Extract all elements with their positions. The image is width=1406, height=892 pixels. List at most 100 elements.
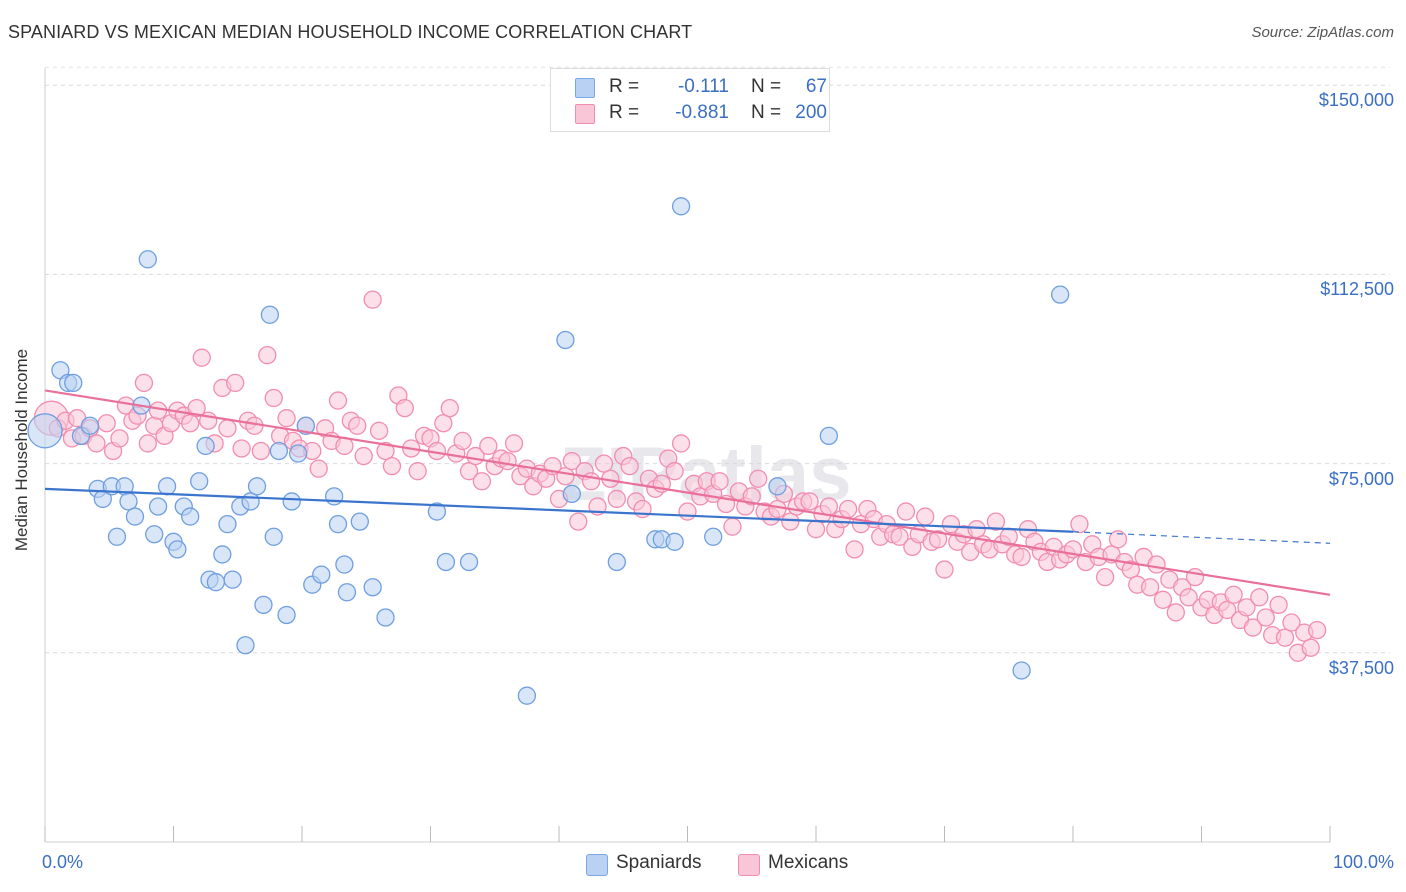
mexicans-point [1153,590,1173,609]
mexicans-point [1237,598,1256,617]
spaniards-point [80,416,100,435]
n-value: 200 [795,102,827,123]
spaniards-point [277,605,296,625]
mexicans-point [1269,595,1288,615]
mexicans-point [723,517,742,536]
mexicans-point [87,434,106,453]
mexicans-point [187,398,206,418]
spaniards-point [157,477,177,496]
spaniards-point [254,595,273,615]
mexicans-point [148,401,168,420]
mexicans-point [1275,628,1295,647]
mexicans-point [1256,608,1275,627]
mexicans-point [1140,578,1160,597]
mexicans-point [251,441,271,461]
mexicans-point [382,456,402,476]
mexicans-point [1108,530,1128,549]
spaniards-point [296,416,316,435]
mexicans-point [838,499,858,519]
mexicans-point [1095,567,1115,587]
mexicans-point [459,462,479,481]
mexicans-point [264,388,283,408]
mexicans-point [749,469,768,488]
spaniards-point [282,492,301,511]
spaniards-point [427,502,447,521]
mexicans-point [181,414,200,433]
spaniards-point [125,507,145,526]
axes [44,68,1331,843]
mexicans-point [472,472,492,491]
mexicans-point [671,434,691,453]
n-value: 67 [805,76,827,97]
spaniards-point [241,492,260,511]
mexicans-point [479,436,498,456]
spaniards-point [312,565,331,584]
spaniards-point [607,552,626,572]
mexicans-point [110,429,129,448]
mexicans-point [232,439,251,458]
mexicans-point [890,527,909,546]
spaniards-point [704,527,723,546]
mexicans-point [277,409,296,428]
mexicans-point [309,459,328,478]
mexicans-point [1147,555,1166,574]
spaniards-point [350,512,369,531]
spaniards-point [819,426,838,446]
spaniards-point [324,487,344,506]
r-label: R = [609,102,640,123]
spaniards-point [665,532,684,551]
spaniards-point [260,305,280,324]
spaniards-legend-label: Spaniards [616,852,702,873]
mexicans-point [376,441,395,461]
mexicans-point [226,373,245,393]
spaniards-point [1051,285,1070,304]
spaniards-point [1012,661,1031,680]
x-tick-label-start: 0.0% [42,852,84,872]
mexicans-point [434,414,453,433]
mexicans-point [781,512,800,531]
mexicans-point [935,560,954,579]
spaniards-point [168,540,187,559]
spaniards-point [269,441,289,461]
mexicans-point [986,512,1006,531]
mexicans-point [258,345,277,365]
mexicans-point [967,520,986,539]
mexicans-point [97,414,116,433]
r-value: -0.111 [677,76,729,97]
mexicans-point [896,502,916,521]
mexicans-point [819,497,838,516]
mexicans-point [678,502,697,521]
y-tick-label: $112,500 [1320,279,1394,300]
spaniards-point [436,552,456,572]
y-axis-label-wrap: Median Household Income [2,300,42,600]
mexicans-point [440,398,459,418]
spaniards-point [107,527,127,546]
spaniards-point [556,330,575,350]
mexicans-point [218,419,237,438]
spaniards-point [190,472,209,491]
spaniards-point [459,552,479,572]
mexicans-point [348,416,367,435]
mexicans-point [408,462,427,481]
mexicans-point [1070,515,1089,534]
spaniards-point [148,497,168,516]
mexicans-point [453,431,472,451]
y-axis-label: Median Household Income [12,348,31,552]
spaniards-point [363,578,382,597]
spaniards-point [376,608,395,627]
y-tick-label: $75,000 [1328,468,1394,489]
mexicans-point [1243,618,1263,637]
n-label: N = [751,102,782,123]
spaniards-point [119,492,138,511]
spaniards-point [768,477,787,496]
mexicans-point [768,499,787,519]
mexicans-point [928,530,948,549]
mexicans-point [192,348,211,367]
gridlines [45,66,1390,654]
n-label: N = [751,76,782,97]
spaniards-point [218,515,237,534]
mexicans-point [138,434,157,453]
mexicans-swatch [575,104,595,124]
mexicans-point [498,451,517,471]
mexicans-point [1185,567,1205,587]
